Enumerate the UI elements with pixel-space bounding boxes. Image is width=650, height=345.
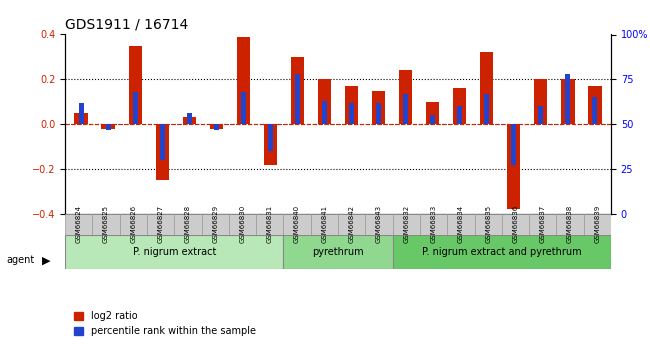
Text: P. nigrum extract and pyrethrum: P. nigrum extract and pyrethrum <box>422 247 582 257</box>
Bar <box>209 124 223 129</box>
Text: GSM66828: GSM66828 <box>185 205 191 243</box>
FancyBboxPatch shape <box>447 214 474 235</box>
Text: GSM66831: GSM66831 <box>266 205 273 243</box>
FancyBboxPatch shape <box>147 214 174 235</box>
Bar <box>430 115 435 124</box>
Bar <box>133 92 138 124</box>
FancyBboxPatch shape <box>474 214 502 235</box>
FancyBboxPatch shape <box>502 214 529 235</box>
Text: GSM66835: GSM66835 <box>485 205 491 243</box>
Text: GSM66825: GSM66825 <box>103 205 109 243</box>
Bar <box>79 103 84 124</box>
Bar <box>237 37 250 124</box>
Bar <box>592 97 597 124</box>
FancyBboxPatch shape <box>365 214 393 235</box>
Text: agent: agent <box>6 256 34 265</box>
Bar <box>268 124 273 151</box>
Text: GSM66832: GSM66832 <box>403 205 410 243</box>
Bar <box>344 86 358 124</box>
FancyBboxPatch shape <box>529 214 556 235</box>
Bar <box>264 124 277 165</box>
FancyBboxPatch shape <box>393 214 420 235</box>
Bar <box>101 124 115 129</box>
FancyBboxPatch shape <box>311 214 338 235</box>
FancyBboxPatch shape <box>256 214 283 235</box>
Bar <box>376 103 381 124</box>
FancyBboxPatch shape <box>584 214 611 235</box>
Text: GSM66842: GSM66842 <box>348 205 355 243</box>
Text: pyrethrum: pyrethrum <box>312 247 364 257</box>
FancyBboxPatch shape <box>120 214 147 235</box>
Bar <box>372 90 385 124</box>
Text: P. nigrum extract: P. nigrum extract <box>133 247 216 257</box>
FancyBboxPatch shape <box>338 214 365 235</box>
FancyBboxPatch shape <box>65 214 92 235</box>
Bar <box>566 74 570 124</box>
Text: GSM66834: GSM66834 <box>458 205 464 243</box>
Bar <box>484 94 489 124</box>
FancyBboxPatch shape <box>283 235 393 269</box>
Text: GSM66837: GSM66837 <box>540 205 546 243</box>
Bar <box>106 124 110 130</box>
Text: GSM66824: GSM66824 <box>75 205 82 243</box>
Bar <box>318 79 332 124</box>
Text: GSM66826: GSM66826 <box>130 205 136 243</box>
FancyBboxPatch shape <box>283 214 311 235</box>
Bar <box>160 124 164 160</box>
Bar <box>183 117 196 124</box>
Bar <box>538 106 543 124</box>
FancyBboxPatch shape <box>393 235 611 269</box>
Bar <box>534 79 547 124</box>
Bar <box>214 124 219 130</box>
Bar <box>129 46 142 124</box>
Bar <box>399 70 412 124</box>
Bar <box>512 124 516 166</box>
Bar <box>588 86 601 124</box>
Text: GDS1911 / 16714: GDS1911 / 16714 <box>65 18 188 32</box>
Bar <box>291 57 304 124</box>
Bar <box>295 74 300 124</box>
Bar <box>322 101 327 124</box>
FancyBboxPatch shape <box>556 214 584 235</box>
Text: GSM66833: GSM66833 <box>430 205 437 243</box>
Bar <box>349 103 354 124</box>
Bar <box>187 114 192 124</box>
FancyBboxPatch shape <box>65 235 283 269</box>
Text: GSM66840: GSM66840 <box>294 205 300 243</box>
Bar <box>561 79 575 124</box>
Text: GSM66841: GSM66841 <box>321 205 328 243</box>
Bar <box>480 52 493 124</box>
Text: GSM66838: GSM66838 <box>567 205 573 243</box>
Text: ▶: ▶ <box>42 256 51 265</box>
Bar <box>241 92 246 124</box>
Bar <box>403 94 408 124</box>
Bar <box>457 106 462 124</box>
Bar <box>426 102 439 124</box>
FancyBboxPatch shape <box>92 214 120 235</box>
Text: GSM66843: GSM66843 <box>376 205 382 243</box>
Text: GSM66829: GSM66829 <box>212 205 218 243</box>
Text: GSM66830: GSM66830 <box>239 205 246 243</box>
Bar <box>155 124 169 180</box>
FancyBboxPatch shape <box>202 214 229 235</box>
FancyBboxPatch shape <box>174 214 202 235</box>
Bar <box>507 124 521 209</box>
Text: GSM66836: GSM66836 <box>512 205 519 243</box>
FancyBboxPatch shape <box>229 214 256 235</box>
Legend: log2 ratio, percentile rank within the sample: log2 ratio, percentile rank within the s… <box>70 307 260 340</box>
Bar <box>75 113 88 124</box>
Text: GSM66839: GSM66839 <box>594 205 601 243</box>
Text: GSM66827: GSM66827 <box>157 205 164 243</box>
FancyBboxPatch shape <box>420 214 447 235</box>
Bar <box>453 88 467 124</box>
